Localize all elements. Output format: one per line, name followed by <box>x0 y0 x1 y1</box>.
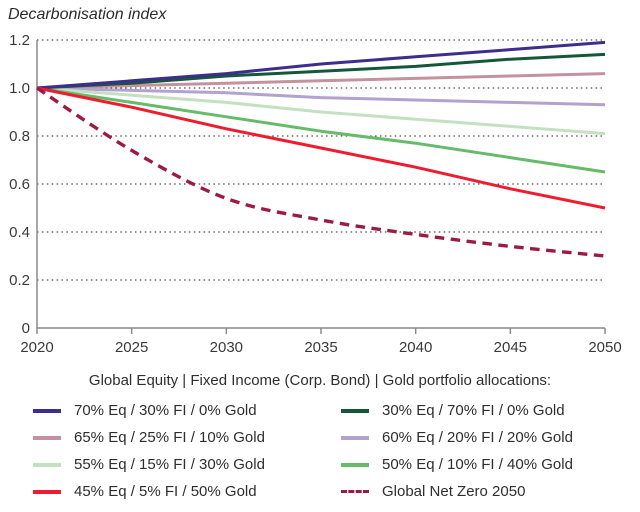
x-axis-tick-label: 2040 <box>399 339 432 356</box>
legend-grid: 70% Eq / 30% FI / 0% Gold 30% Eq / 70% FI… <box>0 402 640 500</box>
y-axis-tick-label: 0.8 <box>9 128 30 145</box>
legend-item: 30% Eq / 70% FI / 0% Gold <box>341 402 640 419</box>
legend-label: 30% Eq / 70% FI / 0% Gold <box>382 402 565 419</box>
legend-swatch <box>33 408 61 413</box>
legend-label: 65% Eq / 25% FI / 10% Gold <box>74 429 265 446</box>
legend-swatch <box>341 408 369 413</box>
x-axis-tick-label: 2025 <box>115 339 148 356</box>
line-chart: 0 0.2 0.4 0.6 0.8 1.0 1.2 2020 2025 2030 2035 2040 2… <box>9 32 622 356</box>
x-axis-tick-label: 2045 <box>494 339 527 356</box>
y-axis-tick-label: 1.2 <box>9 32 30 49</box>
series-line <box>36 86 606 210</box>
legend-label: 55% Eq / 15% FI / 30% Gold <box>74 456 265 473</box>
x-axis-tick-label: 2035 <box>304 339 337 356</box>
legend-label: 45% Eq / 5% FI / 50% Gold <box>74 483 257 500</box>
legend-label: 50% Eq / 10% FI / 40% Gold <box>382 456 573 473</box>
series-line <box>36 86 606 174</box>
legend-header: Global Equity | Fixed Income (Corp. Bond… <box>88 372 552 389</box>
series-line <box>36 86 606 107</box>
series-line <box>36 86 606 258</box>
series-line <box>36 40 606 90</box>
legend-swatch <box>33 435 61 440</box>
x-axis-tick-label: 2020 <box>20 339 53 356</box>
legend-item: 65% Eq / 25% FI / 10% Gold <box>33 429 341 446</box>
y-axis-tick-label: 0.2 <box>9 272 30 289</box>
legend-swatch <box>33 462 61 467</box>
legend-swatch <box>33 489 61 494</box>
legend-item: 55% Eq / 15% FI / 30% Gold <box>33 456 341 473</box>
legend-swatch <box>341 435 369 440</box>
legend-item: 70% Eq / 30% FI / 0% Gold <box>33 402 341 419</box>
legend-item: 50% Eq / 10% FI / 40% Gold <box>341 456 640 473</box>
legend-swatch <box>341 490 369 493</box>
y-axis-tick-label: 0.4 <box>9 224 30 241</box>
legend-label: 70% Eq / 30% FI / 0% Gold <box>74 402 257 419</box>
legend-swatch <box>341 462 369 467</box>
chart-legend: Global Equity | Fixed Income (Corp. Bond… <box>0 372 640 500</box>
legend-item: 60% Eq / 20% FI / 20% Gold <box>341 429 640 446</box>
chart-title: Decarbonisation index <box>8 6 167 23</box>
series-line <box>36 86 606 136</box>
x-axis-tick-label: 2050 <box>588 339 621 356</box>
x-axis-tick-label: 2030 <box>210 339 243 356</box>
legend-label: Global Net Zero 2050 <box>382 483 526 500</box>
y-axis-tick-label: 1.0 <box>9 80 30 97</box>
series-line <box>36 52 606 90</box>
legend-item: 45% Eq / 5% FI / 50% Gold <box>33 483 341 500</box>
legend-item: Global Net Zero 2050 <box>341 483 640 500</box>
y-axis-tick-label: 0 <box>22 320 30 337</box>
legend-label: 60% Eq / 20% FI / 20% Gold <box>382 429 573 446</box>
y-axis-tick-label: 0.6 <box>9 176 30 193</box>
series-line <box>36 72 606 90</box>
